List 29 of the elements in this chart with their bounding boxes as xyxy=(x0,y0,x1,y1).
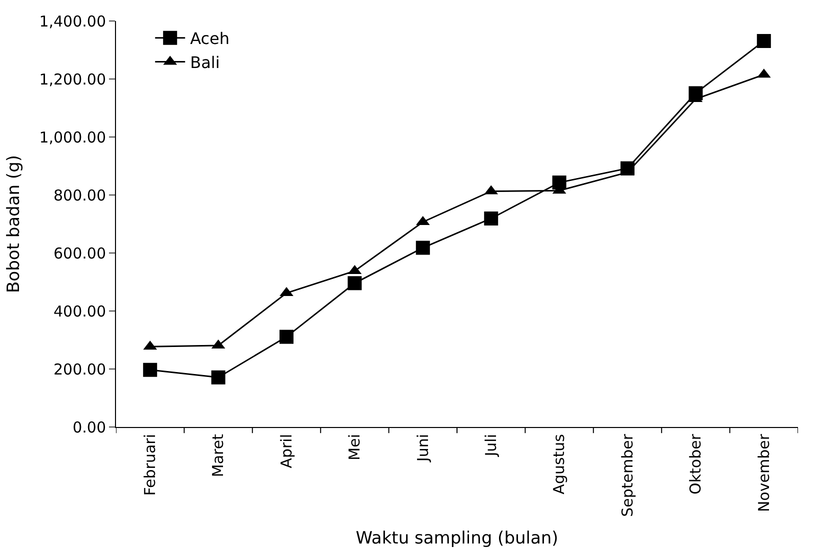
x-tick-label: Maret xyxy=(209,434,228,478)
x-tick-label: Agustus xyxy=(550,434,568,494)
x-tick-label: Mei xyxy=(346,434,364,460)
x-tick-label: Oktober xyxy=(686,433,705,494)
y-tick-label: 200.00 xyxy=(54,360,106,378)
x-tick-label: September xyxy=(618,433,636,517)
point xyxy=(211,370,226,384)
point xyxy=(143,362,158,377)
legend-label: Bali xyxy=(190,52,220,72)
y-tick-label: 1,000.00 xyxy=(39,128,106,146)
x-tick-label: April xyxy=(277,434,296,468)
y-tick-label: 400.00 xyxy=(54,302,106,320)
y-axis-title: Bobot badan (g) xyxy=(4,155,24,293)
point xyxy=(756,34,771,48)
y-tick-label: 1,400.00 xyxy=(39,12,106,30)
y-tick-label: 0.00 xyxy=(72,418,106,436)
point xyxy=(280,330,294,344)
x-axis-title: Waktu sampling (bulan) xyxy=(356,528,558,548)
y-tick-label: 800.00 xyxy=(54,186,106,204)
x-tick-label: November xyxy=(754,433,773,512)
point xyxy=(416,240,430,255)
x-tick-label: Juni xyxy=(414,434,432,463)
point xyxy=(484,211,498,226)
y-tick-label: 600.00 xyxy=(54,244,106,262)
point xyxy=(348,276,362,290)
x-tick-label: Februari xyxy=(140,434,159,496)
y-tick-label: 1,200.00 xyxy=(39,70,106,88)
legend-label: Aceh xyxy=(190,29,230,48)
x-tick-label: Juli xyxy=(482,434,500,458)
